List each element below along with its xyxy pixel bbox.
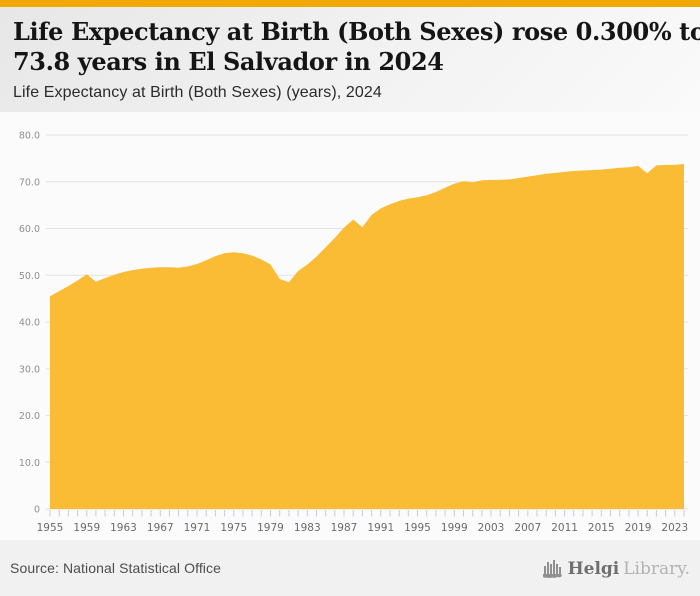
svg-text:50.0: 50.0 (19, 271, 40, 282)
svg-text:2015: 2015 (588, 522, 615, 534)
page-subtitle: Life Expectancy at Birth (Both Sexes) (y… (13, 84, 382, 102)
svg-text:2011: 2011 (551, 522, 578, 534)
page-title: Life Expectancy at Birth (Both Sexes) ro… (13, 17, 700, 77)
logo-text-helgi: Helgi (567, 559, 620, 579)
svg-text:20.0: 20.0 (19, 411, 40, 422)
header: Life Expectancy at Birth (Both Sexes) ro… (0, 7, 700, 112)
svg-text:70.0: 70.0 (19, 177, 40, 188)
svg-text:10.0: 10.0 (19, 458, 40, 469)
svg-text:1983: 1983 (294, 522, 321, 534)
svg-text:1975: 1975 (220, 522, 247, 534)
svg-text:1967: 1967 (147, 522, 174, 534)
svg-text:80.0: 80.0 (19, 131, 40, 142)
svg-text:1987: 1987 (331, 522, 358, 534)
svg-text:1995: 1995 (404, 522, 431, 534)
svg-text:1979: 1979 (257, 522, 284, 534)
svg-text:40.0: 40.0 (19, 318, 40, 329)
svg-text:2007: 2007 (514, 522, 541, 534)
title-line-2: 73.8 years in El Salvador in 2024 (13, 47, 444, 77)
helgilibrary-logo[interactable]: Helgi Library. (542, 558, 690, 578)
svg-text:1963: 1963 (110, 522, 137, 534)
top-accent-bar (0, 0, 700, 7)
svg-text:1955: 1955 (37, 522, 64, 534)
svg-text:60.0: 60.0 (19, 224, 40, 235)
svg-text:1991: 1991 (367, 522, 394, 534)
svg-text:1959: 1959 (73, 522, 100, 534)
title-line-1: Life Expectancy at Birth (Both Sexes) ro… (13, 17, 700, 46)
svg-text:1999: 1999 (441, 522, 468, 534)
chart-area: 80.0 70.0 60.0 50.0 40.0 30.0 20.0 10.0 0 1955 195… (0, 112, 700, 540)
logo-text-library: Library. (623, 559, 690, 579)
svg-text:2019: 2019 (625, 522, 652, 534)
svg-text:0: 0 (34, 505, 40, 516)
footer: Source: National Statistical Office Helg… (0, 540, 700, 596)
life-expectancy-area-chart: 80.0 70.0 60.0 50.0 40.0 30.0 20.0 10.0 0 1955 195… (19, 131, 688, 535)
castle-bars-icon (542, 560, 562, 578)
svg-text:1971: 1971 (184, 522, 211, 534)
svg-text:30.0: 30.0 (19, 364, 40, 375)
svg-text:2003: 2003 (478, 522, 505, 534)
source-label: Source: National Statistical Office (10, 560, 222, 576)
svg-text:2023: 2023 (661, 522, 688, 534)
